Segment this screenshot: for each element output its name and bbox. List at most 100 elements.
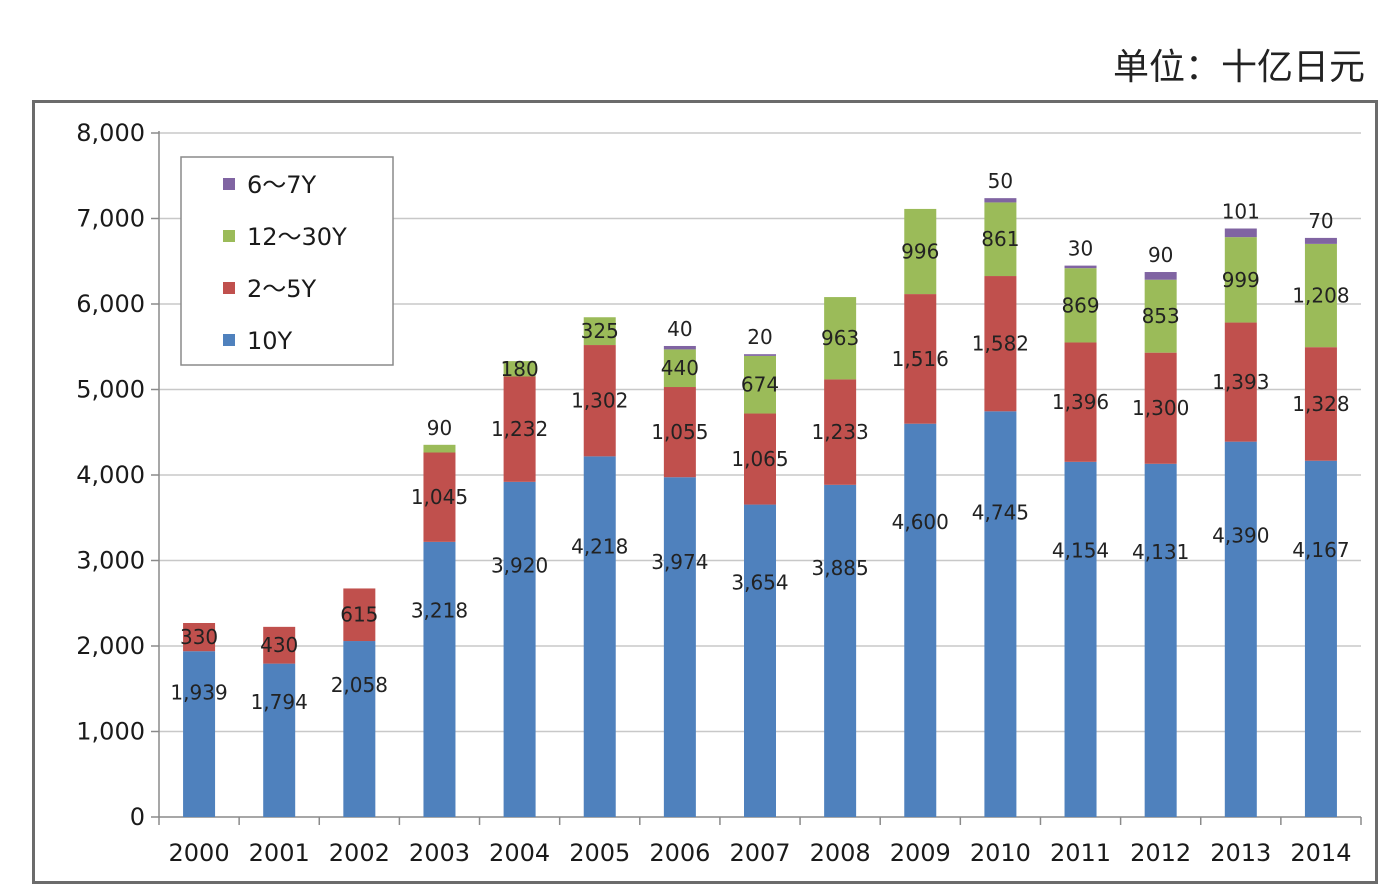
y-tick-label: 4,000 — [76, 461, 145, 489]
x-tick-label: 2006 — [649, 839, 710, 867]
x-tick-label: 2009 — [890, 839, 951, 867]
data-label: 3,218 — [411, 599, 468, 623]
data-label: 4,745 — [972, 501, 1029, 525]
bar-segment — [583, 456, 616, 817]
bar-segment — [183, 651, 216, 817]
bar-segment — [1144, 272, 1177, 280]
bar-segment — [1144, 463, 1177, 817]
legend-label: 6～7Y — [247, 171, 317, 199]
x-tick-label: 2014 — [1290, 839, 1351, 867]
data-label: 1,208 — [1292, 284, 1349, 308]
data-label: 50 — [988, 169, 1013, 193]
x-tick-label: 2012 — [1130, 839, 1191, 867]
data-label: 861 — [981, 227, 1019, 251]
legend-label: 12～30Y — [247, 223, 347, 251]
data-label: 1,300 — [1132, 396, 1189, 420]
data-label: 2,058 — [331, 673, 388, 697]
unit-label: 单位：十亿日元 — [1112, 47, 1365, 88]
bar-segment — [744, 504, 776, 817]
bar-segment — [1224, 441, 1257, 817]
data-label: 20 — [747, 325, 772, 349]
bar-segment — [423, 444, 456, 453]
legend-swatch — [223, 230, 235, 242]
bar-segment — [343, 588, 376, 642]
x-tick-label: 2010 — [970, 839, 1031, 867]
data-label: 963 — [821, 326, 859, 350]
bar-segment — [744, 354, 776, 356]
bar-segment — [904, 294, 937, 424]
data-label: 853 — [1142, 304, 1180, 328]
bar-segment — [984, 276, 1017, 412]
legend-label: 2～5Y — [247, 275, 317, 303]
bar-segment — [1064, 342, 1097, 462]
y-tick-label: 8,000 — [76, 119, 145, 147]
y-tick-label: 2,000 — [76, 632, 145, 660]
data-label: 1,939 — [170, 681, 227, 705]
bar-segment — [1064, 461, 1097, 817]
bar-segment — [503, 376, 536, 482]
bar-segment — [984, 411, 1017, 817]
x-tick-label: 2000 — [169, 839, 230, 867]
data-label: 869 — [1061, 293, 1099, 317]
data-label: 440 — [661, 356, 699, 380]
data-label: 1,302 — [571, 389, 628, 413]
bar-segment — [1304, 460, 1337, 817]
bar-segment — [984, 202, 1017, 277]
bar-segment — [824, 297, 857, 380]
y-tick-label: 3,000 — [76, 547, 145, 575]
x-tick-label: 2003 — [409, 839, 470, 867]
data-label: 3,885 — [812, 556, 869, 580]
bar-segment — [663, 345, 696, 350]
x-tick-label: 2001 — [249, 839, 310, 867]
data-label: 1,582 — [972, 332, 1029, 356]
data-label: 90 — [427, 416, 452, 440]
data-label: 4,167 — [1292, 538, 1349, 562]
data-label: 1,065 — [731, 447, 788, 471]
data-label: 3,920 — [491, 554, 548, 578]
data-label: 330 — [180, 625, 218, 649]
data-label: 30 — [1068, 237, 1093, 261]
bar-segment — [503, 361, 536, 377]
legend-swatch — [223, 178, 235, 190]
data-label: 4,131 — [1132, 540, 1189, 564]
bar-segment — [583, 317, 616, 346]
x-tick-label: 2007 — [729, 839, 790, 867]
data-label: 3,974 — [651, 550, 708, 574]
data-label: 40 — [667, 317, 692, 341]
bar-segment — [503, 481, 536, 817]
bar-segment — [1064, 268, 1097, 343]
bar-segment — [183, 623, 216, 652]
x-tick-label: 2002 — [329, 839, 390, 867]
x-tick-label: 2011 — [1050, 839, 1111, 867]
bar-segment — [1304, 237, 1337, 244]
data-label: 996 — [901, 240, 939, 264]
bar-segment — [1224, 237, 1257, 323]
x-tick-label: 2004 — [489, 839, 550, 867]
data-label: 1,393 — [1212, 370, 1269, 394]
bar-segment — [1224, 322, 1257, 442]
data-label: 999 — [1222, 268, 1260, 292]
y-tick-label: 6,000 — [76, 290, 145, 318]
bar-segment — [824, 379, 857, 485]
data-label: 1,794 — [251, 690, 308, 714]
bar-segment — [904, 423, 937, 817]
legend-box — [180, 156, 394, 366]
bar-segment — [663, 477, 696, 817]
legend-label: 10Y — [247, 327, 293, 355]
data-label: 1,233 — [812, 420, 869, 444]
bar-segment — [1064, 265, 1097, 269]
data-label: 90 — [1148, 243, 1173, 267]
legend-swatch — [223, 334, 235, 346]
data-label: 325 — [581, 319, 619, 343]
data-label: 615 — [340, 603, 378, 627]
bar-segment — [904, 208, 937, 295]
data-label: 4,218 — [571, 535, 628, 559]
data-label: 3,654 — [731, 571, 788, 595]
y-tick-label: 5,000 — [76, 376, 145, 404]
bar-segment — [1304, 243, 1337, 348]
data-label: 4,390 — [1212, 523, 1269, 547]
y-tick-label: 7,000 — [76, 205, 145, 233]
bar-segment — [744, 413, 776, 505]
bar-segment — [744, 355, 776, 414]
bar-segment — [1144, 279, 1177, 353]
